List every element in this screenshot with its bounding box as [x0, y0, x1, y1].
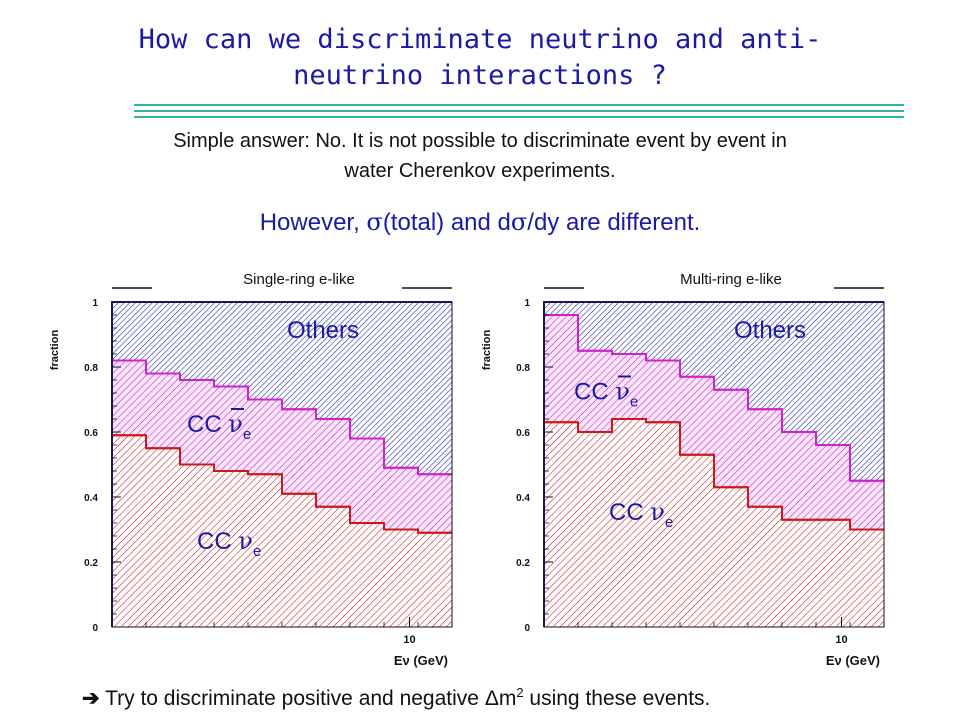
- y-tick-label: 0: [92, 623, 98, 634]
- y-tick-label: 0.6: [84, 428, 98, 439]
- y-tick-label: 0.4: [84, 493, 98, 504]
- answer-text: Simple answer: No. It is not possible to…: [60, 126, 900, 186]
- y-tick-label: 0.8: [516, 363, 530, 374]
- y-tick-label: 0.2: [84, 558, 98, 569]
- series-label: Others: [287, 317, 359, 344]
- x-tick-label: 10: [835, 634, 847, 646]
- footer-m: m: [498, 687, 517, 710]
- single-ring-chart: 0 0.2 0.4 0.6 0.8 1 10 fraction Eν (GeV) Single-r…: [49, 271, 453, 668]
- title-rule-top: [134, 104, 904, 106]
- region-0: [544, 419, 884, 627]
- footer-text: Try to discriminate positive and negativ…: [99, 687, 485, 710]
- sigma-symbol-2: σ: [510, 208, 528, 236]
- highlight-mid: (total) and d: [382, 209, 511, 236]
- y-tick-label: 1: [524, 298, 530, 309]
- sigma-symbol: σ: [366, 208, 383, 236]
- multi-ring-chart: 0 0.2 0.4 0.6 0.8 1 10 fraction Eν (GeV) Multi-ri…: [481, 271, 885, 668]
- footer-superscript: 2: [516, 685, 524, 700]
- title-rule-middle: [134, 110, 904, 112]
- answer-line-1: Simple answer: No. It is not possible to…: [173, 130, 787, 152]
- x-axis-label: Eν (GeV): [394, 653, 448, 668]
- series-label: CC νe: [187, 410, 251, 443]
- delta-symbol: Δ: [484, 687, 499, 710]
- title-line-2: neutrino interactions ?: [293, 60, 667, 91]
- y-axis-label: fraction: [481, 330, 493, 371]
- footer-tail: using these events.: [523, 687, 711, 710]
- series-label: Others: [734, 317, 806, 344]
- highlight-pre: However,: [259, 209, 367, 236]
- y-tick-label: 0.2: [516, 558, 530, 569]
- title-rule-bottom: [134, 116, 904, 118]
- x-axis-label: Eν (GeV): [826, 653, 880, 668]
- stacked-regions: [112, 302, 452, 627]
- footer-note: ➔ Try to discriminate positive and negat…: [82, 685, 710, 711]
- y-tick-label: 0.6: [516, 428, 530, 439]
- y-tick-label: 0.4: [516, 493, 530, 504]
- y-axis-label: fraction: [49, 330, 61, 371]
- region-0: [112, 435, 452, 627]
- series-label: CC νe: [574, 378, 638, 411]
- slide-title: How can we discriminate neutrino and ant…: [0, 22, 960, 94]
- arrow-icon: ➔: [82, 687, 100, 710]
- y-tick-label: 0.8: [84, 363, 98, 374]
- chart-title: Multi-ring e-like: [680, 271, 782, 288]
- y-tick-label: 0: [524, 623, 530, 634]
- answer-line-2: water Cherenkov experiments.: [344, 160, 616, 182]
- title-line-1: How can we discriminate neutrino and ant…: [138, 24, 822, 55]
- series-label: CC νe: [609, 498, 673, 531]
- x-tick-label: 10: [403, 634, 415, 646]
- series-label: CC νe: [197, 527, 261, 560]
- highlight-statement: However, σ(total) and dσ/dy are differen…: [0, 208, 960, 237]
- highlight-post: /dy are different.: [527, 209, 701, 236]
- y-tick-label: 1: [92, 298, 98, 309]
- chart-title: Single-ring e-like: [243, 271, 355, 288]
